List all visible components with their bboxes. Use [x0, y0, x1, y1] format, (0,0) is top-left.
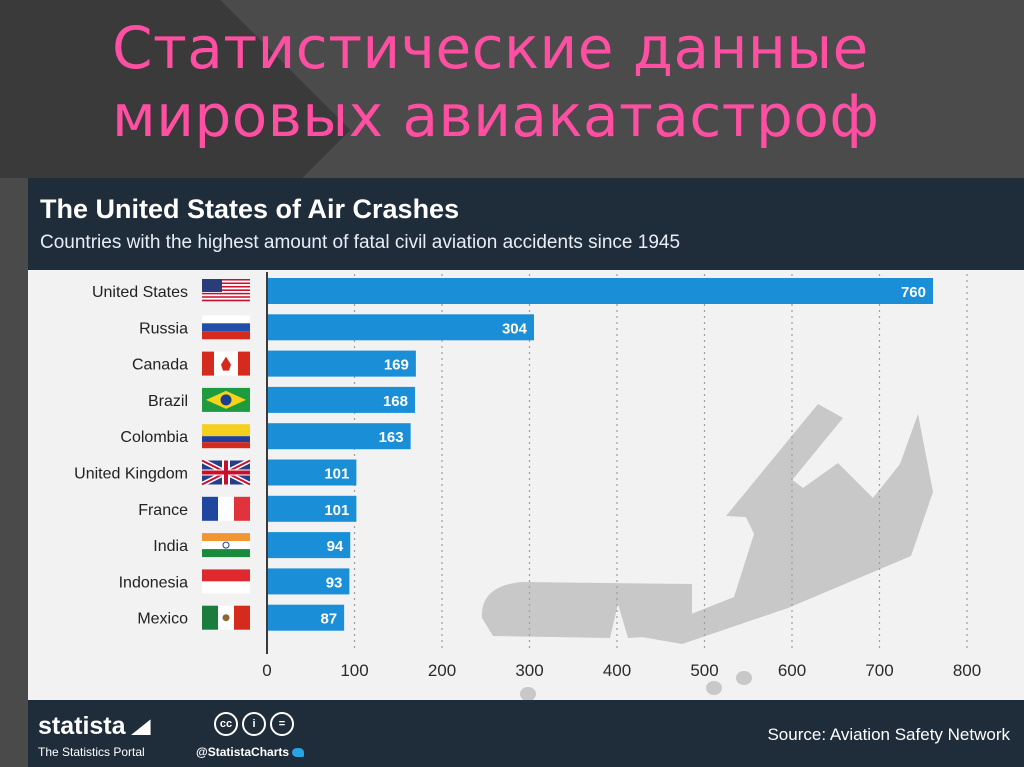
bar-value-label: 87 [320, 611, 337, 628]
chart-subtitle: Countries with the highest amount of fat… [40, 232, 681, 253]
bar [268, 495, 357, 522]
chart-footer: statista The Statistics Portal cc i = @S… [28, 700, 1024, 767]
category-label: Colombia [120, 429, 188, 446]
infographic: The United States of Air Crashes Countri… [28, 178, 1024, 767]
x-tick-label: 700 [865, 661, 893, 680]
category-label: United States [92, 284, 188, 301]
category-label: Indonesia [119, 574, 188, 591]
plane-engine-2 [706, 681, 722, 695]
source-note: Source: Aviation Safety Network [767, 725, 1010, 744]
x-tick-label: 400 [603, 661, 631, 680]
bar-value-label: 93 [326, 574, 343, 591]
plane-engine-1 [520, 687, 536, 700]
brand-name: statista [38, 712, 126, 740]
x-tick-label: 300 [515, 661, 543, 680]
bar-value-label: 101 [324, 502, 349, 519]
handle-text: @StatistaCharts [196, 745, 290, 759]
bar-value-label: 760 [901, 284, 926, 301]
country-flags [200, 279, 252, 630]
chart-bars: 760 304 169 168 163 101 101 94 93 87 [268, 278, 933, 631]
category-label: France [138, 502, 188, 519]
category-labels: United States Russia Canada Brazil Colombia U… [74, 284, 188, 628]
x-tick-label: 800 [953, 661, 981, 680]
bar-value-label: 168 [383, 393, 408, 410]
x-tick-label: 600 [778, 661, 806, 680]
plane-engine-3 [736, 671, 752, 685]
plane-window [506, 551, 526, 565]
bar [268, 459, 357, 486]
slide-title-line-1: Статистические данные [112, 14, 869, 82]
x-tick-label: 500 [690, 661, 718, 680]
flag-canada-icon [202, 351, 250, 376]
twitter-icon [292, 748, 305, 758]
x-tick-label: 100 [340, 661, 368, 680]
flag-france-icon [202, 496, 250, 521]
flag-brazil-icon [202, 387, 250, 412]
bar-chart: 760 304 169 168 163 101 101 94 93 87 United State… [74, 272, 981, 700]
plane-tail [636, 414, 933, 644]
bar [268, 568, 350, 595]
x-axis-ticks: 0 100 200 300 400 500 600 700 800 [262, 661, 981, 680]
x-tick-label: 0 [262, 661, 271, 680]
license-icons: cc i = [214, 712, 294, 736]
twitter-handle[interactable]: @StatistaCharts [196, 745, 305, 759]
flag-indonesia-icon [202, 569, 250, 594]
category-label: Mexico [137, 611, 188, 628]
bar-value-label: 163 [379, 429, 404, 446]
flag-us-icon [202, 279, 250, 302]
flag-india-icon [202, 533, 250, 558]
category-label: Canada [132, 357, 188, 374]
category-label: Russia [139, 320, 188, 337]
category-label: India [153, 538, 188, 555]
bar-value-label: 169 [384, 357, 409, 374]
brand-tagline: The Statistics Portal [38, 745, 145, 759]
chart-grid [266, 272, 968, 654]
bar [268, 386, 415, 413]
bar-value-label: 101 [324, 466, 349, 483]
bar [268, 532, 351, 559]
slide-title: Статистические данные мировых авиакатаст… [112, 14, 992, 150]
category-label: Brazil [148, 393, 188, 410]
statista-logo[interactable]: statista [38, 712, 151, 741]
bar [268, 423, 411, 450]
chart-header: The United States of Air Crashes Countri… [28, 178, 1024, 270]
plane-wing [726, 404, 843, 518]
chart-title: The United States of Air Crashes [40, 194, 460, 224]
flag-mexico-icon [202, 605, 250, 630]
attribution-icon: i [242, 712, 266, 736]
slide-header: Статистические данные мировых авиакатаст… [0, 0, 1024, 178]
flag-uk-icon [200, 458, 252, 487]
bar-value-label: 304 [502, 320, 528, 337]
flag-russia-icon [202, 315, 250, 340]
bar [268, 604, 345, 631]
slide-title-line-2: мировых авиакатастроф [112, 82, 880, 150]
x-tick-label: 200 [428, 661, 456, 680]
bar [268, 350, 416, 377]
bar [268, 278, 933, 304]
category-label: United Kingdom [74, 466, 188, 483]
creative-commons-icon: cc [214, 712, 238, 736]
statista-mark-icon [130, 719, 151, 736]
bar [268, 314, 534, 341]
no-derivatives-icon: = [270, 712, 294, 736]
bar-value-label: 94 [327, 538, 344, 555]
airplane-crash-icon [481, 404, 933, 700]
plane-fuselage [481, 582, 692, 638]
flag-colombia-icon [202, 424, 250, 449]
